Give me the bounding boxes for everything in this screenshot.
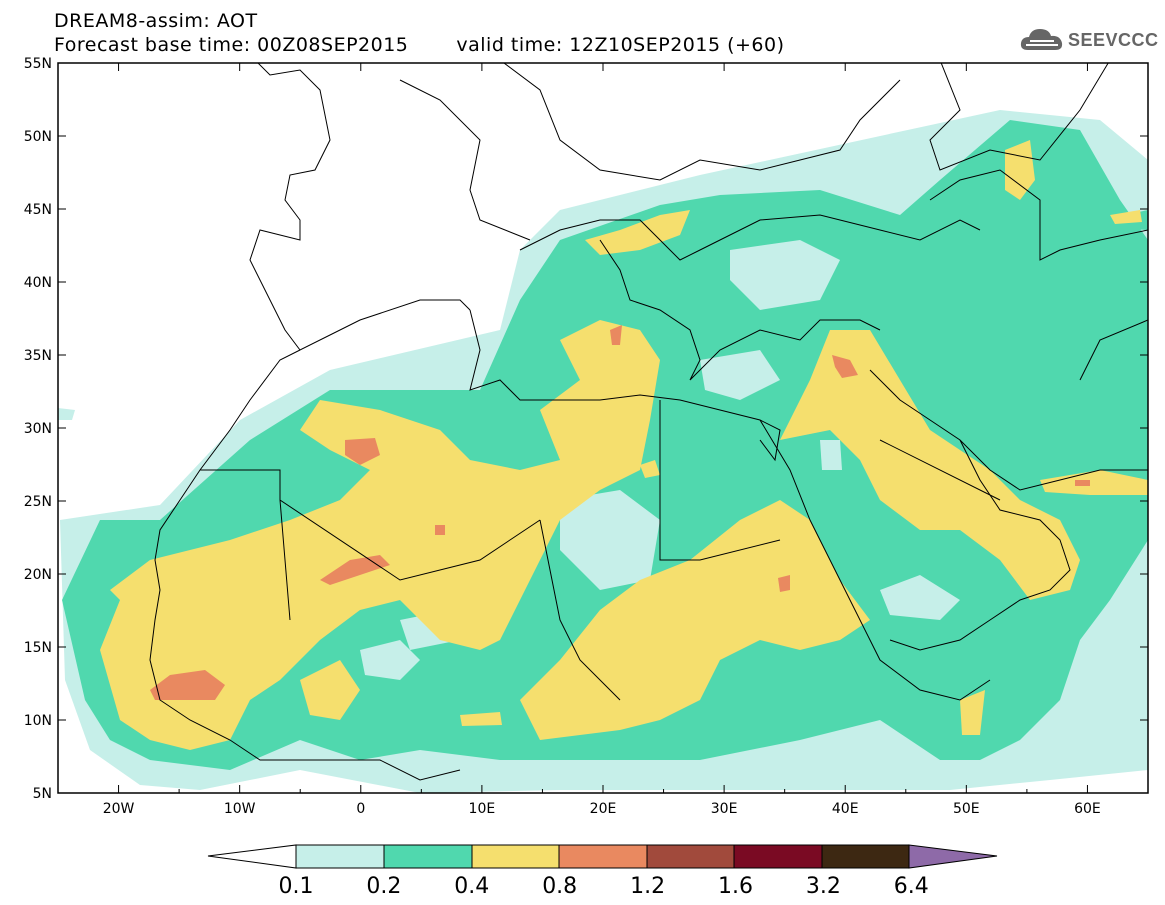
lon-label: 0 xyxy=(356,801,365,817)
colorbar-swatch xyxy=(646,844,735,869)
forecast-time-line: Forecast base time: 00Z08SEP2015 valid ti… xyxy=(54,34,785,56)
lat-label: 55N xyxy=(24,56,52,72)
seevccc-logo: SEEVCCC xyxy=(1018,24,1158,58)
lon-label: 20E xyxy=(590,801,617,817)
logo-text: SEEVCCC xyxy=(1068,30,1159,50)
cloud-icon xyxy=(1020,29,1063,50)
lat-label: 5N xyxy=(33,786,52,802)
colorbar-low-arrow xyxy=(207,844,297,869)
colorbar-label: 0.8 xyxy=(542,874,577,899)
lat-label: 50N xyxy=(24,129,52,145)
colorbar-label: 0.4 xyxy=(454,874,489,899)
valid-time: valid time: 12Z10SEP2015 (+60) xyxy=(456,34,785,56)
colorbar-swatch xyxy=(558,844,648,869)
aot-low-patches xyxy=(360,240,960,680)
lat-axis: 5N 10N 15N 20N 25N 30N 35N 40N 45N 50N 55N xyxy=(24,56,1148,802)
lat-label: 30N xyxy=(24,421,52,437)
colorbar-label: 3.2 xyxy=(806,874,841,899)
lon-label: 50E xyxy=(953,801,980,817)
colorbar-label: 1.2 xyxy=(630,874,665,899)
lat-label: 35N xyxy=(24,348,52,364)
colorbar-label: 6.4 xyxy=(894,874,929,899)
colorbar: 0.1 0.2 0.4 0.8 1.2 1.6 3.2 6.4 xyxy=(207,844,998,899)
colorbar-swatch xyxy=(733,844,823,869)
lon-label: 40E xyxy=(832,801,859,817)
lon-label: 10W xyxy=(224,801,256,817)
lon-label: 10E xyxy=(469,801,496,817)
lat-label: 10N xyxy=(24,713,52,729)
lon-label: 30E xyxy=(711,801,738,817)
lon-axis: 20W 10W 0 10E 20E 30E 40E 50E 60E xyxy=(57,63,1149,817)
base-time: Forecast base time: 00Z08SEP2015 xyxy=(54,34,409,56)
coastlines-borders xyxy=(149,63,1148,781)
colorbar-high-arrow xyxy=(908,844,998,869)
colorbar-swatch xyxy=(295,844,385,869)
lat-label: 45N xyxy=(24,202,52,218)
colorbar-label: 0.1 xyxy=(279,874,314,899)
colorbar-swatch xyxy=(383,844,473,869)
lon-label: 20W xyxy=(103,801,135,817)
map-title: DREAM8-assim: AOT xyxy=(54,10,258,32)
lon-label: 60E xyxy=(1074,801,1101,817)
colorbar-label: 0.2 xyxy=(366,874,401,899)
lat-label: 20N xyxy=(24,567,52,583)
lat-label: 15N xyxy=(24,640,52,656)
lat-label: 40N xyxy=(24,275,52,291)
aot-band-0.8-1.2 xyxy=(150,325,1090,700)
colorbar-label: 1.6 xyxy=(718,874,753,899)
aot-field xyxy=(58,63,1148,793)
colorbar-swatch xyxy=(471,844,560,869)
colorbar-swatch xyxy=(821,844,910,869)
lat-label: 25N xyxy=(24,494,52,510)
